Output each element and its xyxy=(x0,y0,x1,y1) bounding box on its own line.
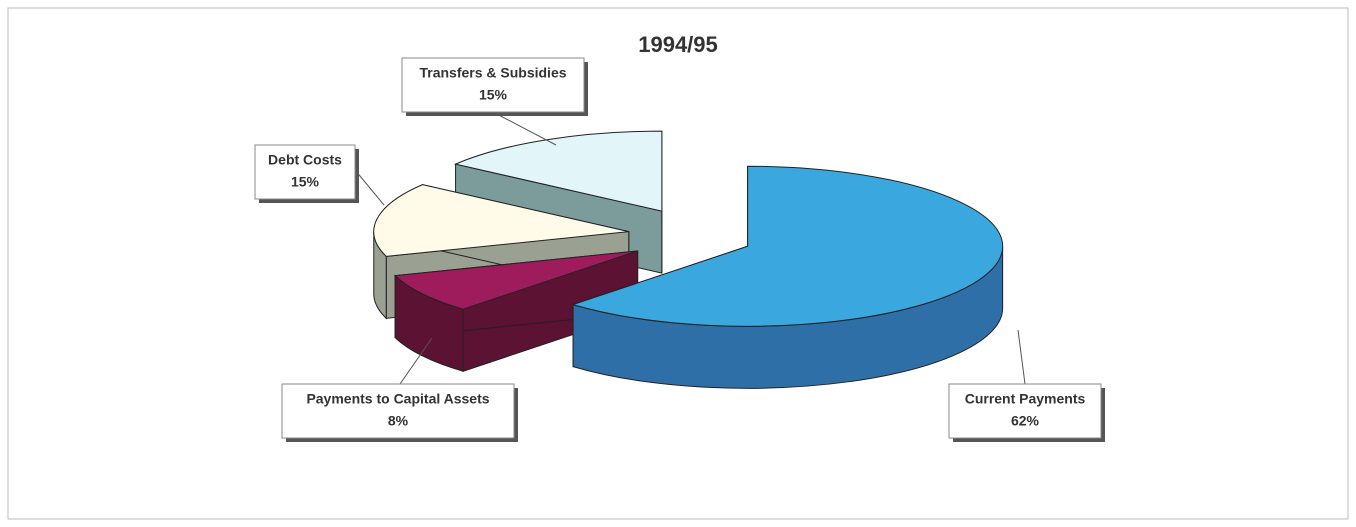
leader-line xyxy=(492,111,557,146)
pie-slice xyxy=(571,165,1004,389)
label-name: Transfers & Subsidies xyxy=(419,65,566,81)
slice-top xyxy=(373,184,629,257)
label-name: Current Payments xyxy=(965,391,1086,407)
label-value: 62% xyxy=(1011,413,1040,429)
label-box xyxy=(254,144,356,200)
slice-top xyxy=(394,250,638,310)
label-box xyxy=(281,383,515,439)
label-name: Payments to Capital Assets xyxy=(306,391,489,407)
label-box xyxy=(948,383,1102,439)
labels: Current Payments 62% Payments to Capital A… xyxy=(254,57,1105,442)
label-value: 15% xyxy=(291,174,320,190)
leader-line xyxy=(399,337,433,385)
slice-top xyxy=(571,165,1004,327)
leader-line xyxy=(354,169,385,206)
chart-frame xyxy=(7,7,1349,520)
label-value: 8% xyxy=(388,413,409,429)
label-box xyxy=(401,57,585,113)
leader-line xyxy=(1017,329,1026,385)
label-name: Debt Costs xyxy=(268,152,342,168)
label-value: 15% xyxy=(479,87,508,103)
pie xyxy=(373,130,1004,389)
chart-title: 1994/95 xyxy=(638,32,718,57)
